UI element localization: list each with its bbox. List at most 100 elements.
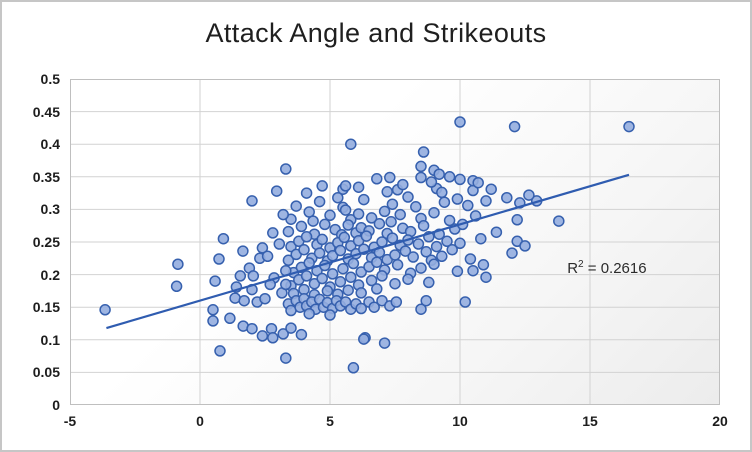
y-axis-tick-label: 0.3 [40, 201, 60, 218]
data-point [412, 238, 425, 250]
data-point [298, 244, 310, 256]
data-point [217, 232, 230, 245]
data-point [247, 270, 260, 282]
data-point [441, 235, 453, 248]
data-point [371, 256, 383, 268]
data-point [321, 285, 334, 297]
data-point [237, 245, 249, 257]
data-point [464, 253, 477, 265]
trendline [106, 173, 630, 330]
data-point [303, 257, 315, 269]
data-point [300, 231, 313, 243]
scatter-plot [70, 79, 720, 405]
data-point [438, 196, 451, 208]
data-point [553, 215, 565, 227]
data-point [454, 173, 466, 186]
data-point [273, 238, 286, 250]
data-point [355, 266, 367, 278]
data-point [285, 240, 297, 253]
data-point [451, 193, 464, 205]
data-point [410, 201, 422, 213]
data-point [347, 362, 360, 374]
data-point [355, 287, 367, 299]
data-point [472, 176, 484, 189]
data-point [214, 345, 226, 357]
data-point [454, 237, 466, 250]
y-axis-tick-label: 0.1 [40, 331, 60, 348]
data-point [480, 271, 492, 283]
r-squared-exponent: 2 [578, 259, 584, 271]
data-point [417, 146, 430, 158]
data-point [99, 304, 111, 316]
data-point [267, 332, 279, 344]
data-point [420, 294, 432, 307]
data-point [342, 284, 354, 296]
data-point [261, 250, 274, 263]
data-point [246, 195, 258, 207]
data-point [313, 247, 326, 259]
data-point [352, 181, 365, 193]
data-point [376, 270, 388, 282]
data-point [326, 268, 339, 280]
data-point [376, 294, 388, 307]
r-squared-base: R [567, 260, 579, 278]
data-point [433, 168, 445, 180]
data-point [467, 264, 479, 277]
data-point [345, 138, 357, 150]
y-axis-tick-label: 0.05 [32, 364, 60, 381]
x-axis-tick-label: 15 [582, 413, 598, 429]
data-point [207, 315, 219, 327]
data-point [324, 309, 336, 321]
y-axis: 0 0.05 0.1 0.15 0.2 0.25 0.3 0.35 0.4 0.45 0.5 [2, 71, 60, 413]
data-point [234, 270, 247, 282]
data-point [428, 258, 440, 270]
data-point [277, 328, 289, 340]
data-point [360, 230, 373, 242]
data-point [337, 262, 349, 275]
data-point [358, 333, 370, 345]
data-point [282, 254, 295, 267]
data-point [443, 214, 456, 227]
data-point [270, 185, 283, 197]
data-point [506, 247, 518, 259]
data-point [300, 270, 313, 282]
r-squared-value: = 0.2616 [583, 260, 647, 278]
data-point [485, 183, 497, 195]
data-point [480, 195, 492, 207]
data-point [490, 226, 503, 238]
x-axis-tick-label: -5 [63, 413, 77, 429]
data-point [384, 171, 396, 184]
data-point [295, 220, 308, 233]
data-point [316, 233, 328, 246]
data-point [402, 191, 414, 203]
data-point [277, 208, 289, 221]
data-point [238, 294, 250, 307]
data-point [428, 206, 440, 219]
data-point [523, 189, 535, 201]
data-point [307, 215, 319, 227]
data-point [365, 212, 378, 224]
data-point [368, 301, 380, 313]
data-point [475, 232, 487, 245]
data-point [423, 276, 435, 289]
data-point [313, 195, 326, 208]
data-point [267, 227, 279, 239]
data-point [246, 322, 258, 335]
data-point [280, 163, 292, 175]
data-point [172, 258, 184, 270]
data-point [332, 191, 344, 204]
plot-area [70, 79, 720, 405]
data-point [334, 244, 347, 257]
r-squared-label: R2 = 0.2616 [567, 259, 646, 277]
data-point [339, 204, 352, 216]
data-point [345, 240, 357, 252]
data-point [342, 219, 354, 231]
data-point [477, 259, 490, 271]
data-point [623, 120, 635, 133]
chart-title: Attack Angle and Strikeouts [205, 18, 547, 48]
data-point [224, 312, 236, 325]
data-point [389, 277, 401, 290]
data-point [501, 191, 513, 204]
data-point [300, 187, 313, 199]
